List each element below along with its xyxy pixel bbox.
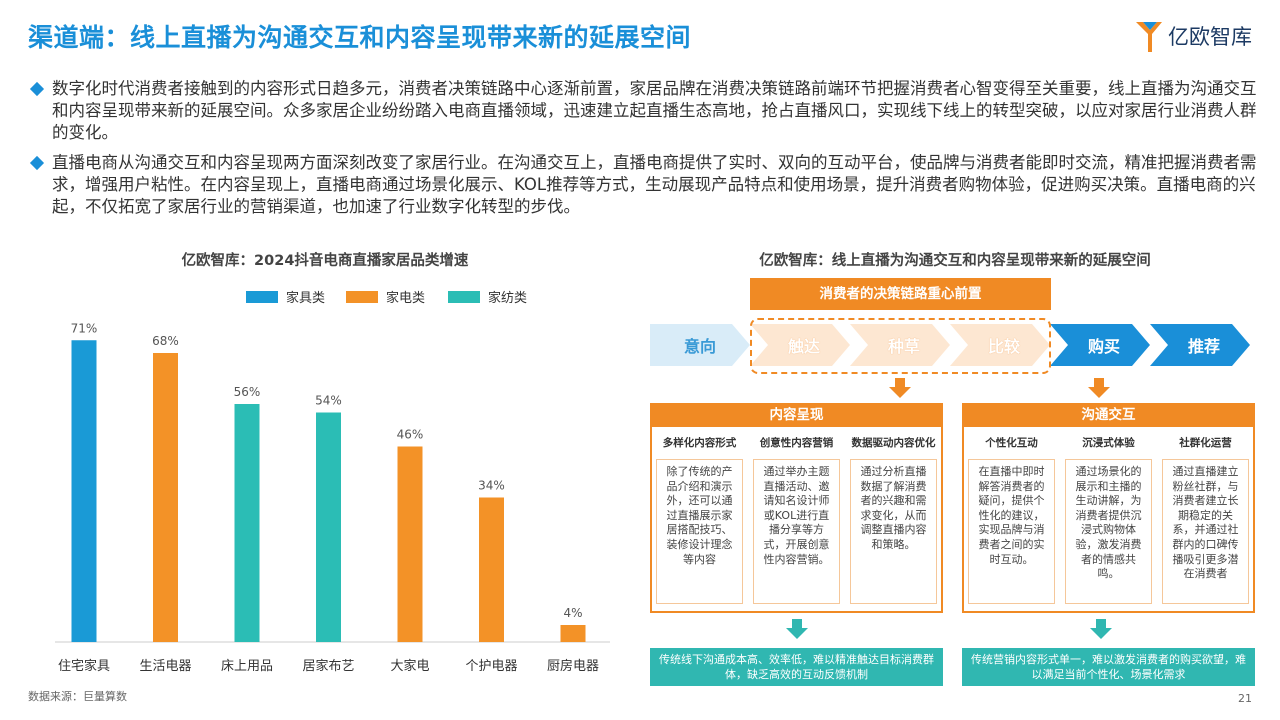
- page-title: 渠道端：线上直播为沟通交互和内容呈现带来新的延展空间: [28, 23, 692, 52]
- panel-title: 沟通交互: [962, 403, 1255, 427]
- step-label: 推荐: [1187, 337, 1220, 356]
- data-source: 数据来源：巨量算数: [28, 690, 127, 703]
- bar: [560, 625, 586, 642]
- panel-column: 社群化运营 通过直播建立粉丝社群，与消费者建立长期稳定的关系，并通过社群内的口碑…: [1158, 427, 1253, 604]
- category-label: 厨房电器: [547, 658, 599, 674]
- step-chevron: 比较: [950, 324, 1050, 366]
- category-label: 个护电器: [465, 659, 517, 674]
- column-text: 除了传统的产品介绍和演示外，还可以通过直播展示家居搭配技巧、装修设计理念等内容: [656, 459, 743, 604]
- column-text: 通过分析直播数据了解消费者的兴趣和需求变化，从而调整直播内容和策略。: [850, 459, 937, 604]
- bar: [71, 340, 97, 642]
- panel-column: 沉浸式体验 通过场景化的展示和主播的生动讲解，为消费者提供沉浸式购物体验，激发消…: [1061, 427, 1156, 604]
- column-heading: 沉浸式体验: [1082, 437, 1135, 449]
- panel-column: 创意性内容营销 通过举办主题直播活动、邀请知名设计师或KOL进行直播分享等方式，…: [749, 427, 844, 604]
- flow-top-label: 消费者的决策链路重心前置: [750, 278, 1051, 310]
- step-chevron: 购买: [1050, 324, 1150, 366]
- column-text: 通过直播建立粉丝社群，与消费者建立长期稳定的关系，并通过社群内的口碑传播吸引更多…: [1162, 459, 1249, 604]
- legend-label: 家电类: [386, 290, 425, 306]
- panel-column: 个性化互动 在直播中即时解答消费者的疑问，提供个性化的建议，实现品牌与消费者之间…: [964, 427, 1059, 604]
- decision-flow-diagram: 消费者的决策链路重心前置 意向 触达 种草 比较 购买 推荐 内容呈现 多样化内…: [650, 278, 1260, 688]
- category-label: 生活电器: [139, 659, 191, 674]
- chart-title: 亿欧智库：2024抖音电商直播家居品类增速: [181, 253, 469, 269]
- down-arrow-icon: [1090, 619, 1112, 639]
- diamond-bullet-icon: [29, 81, 45, 97]
- legend-swatch: [448, 291, 480, 303]
- bullet-text: 直播电商从沟通交互和内容呈现两方面深刻改变了家居行业。在沟通交互上，直播电商提供…: [52, 153, 1257, 216]
- interaction-panel: 个性化互动 在直播中即时解答消费者的疑问，提供个性化的建议，实现品牌与消费者之间…: [962, 403, 1255, 613]
- column-text: 通过举办主题直播活动、邀请知名设计师或KOL进行直播分享等方式，开展创意性内容营…: [753, 459, 840, 604]
- column-heading: 个性化互动: [985, 437, 1038, 449]
- step-label: 购买: [1087, 337, 1120, 356]
- brand-logo: 亿欧智库: [1134, 16, 1252, 56]
- bar: [234, 404, 260, 642]
- logo-mark-icon: [1136, 22, 1162, 52]
- bullet-text: 数字化时代消费者接触到的内容形式日趋多元，消费者决策链路中心逐渐前置，家居品牌在…: [52, 79, 1257, 142]
- category-label: 住宅家具: [58, 658, 110, 674]
- panel-column: 多样化内容形式 除了传统的产品介绍和演示外，还可以通过直播展示家居搭配技巧、装修…: [652, 427, 747, 604]
- bar-value-label: 34%: [478, 479, 505, 493]
- logo-text: 亿欧智库: [1168, 25, 1252, 49]
- bar-value-label: 68%: [152, 334, 179, 348]
- column-text: 在直播中即时解答消费者的疑问，提供个性化的建议，实现品牌与消费者之间的实时互动。: [968, 459, 1055, 604]
- step-label: 比较: [987, 337, 1020, 356]
- bullet-list: 数字化时代消费者接触到的内容形式日趋多元，消费者决策链路中心逐渐前置，家居品牌在…: [29, 78, 1262, 226]
- pain-point-note: 传统线下沟通成本高、效率低，难以精准触达目标消费群体，缺乏高效的互动反馈机制: [650, 648, 943, 686]
- legend-label: 家纺类: [488, 290, 527, 306]
- step-chevron: 意向: [650, 324, 750, 366]
- step-label: 意向: [683, 337, 716, 356]
- legend-swatch: [346, 291, 378, 303]
- highlight-dashed-box: [750, 318, 1051, 374]
- flow-title: 亿欧智库：线上直播为沟通交互和内容呈现带来新的延展空间: [759, 253, 1151, 269]
- column-heading: 创意性内容营销: [759, 437, 834, 449]
- bar: [153, 353, 178, 642]
- bar-value-label: 54%: [315, 394, 342, 408]
- bar: [316, 412, 341, 642]
- column-text: 通过场景化的展示和主播的生动讲解，为消费者提供沉浸式购物体验，激发消费者的情感共…: [1065, 459, 1152, 604]
- diamond-bullet-icon: [29, 155, 45, 171]
- content-panel: 多样化内容形式 除了传统的产品介绍和演示外，还可以通过直播展示家居搭配技巧、装修…: [650, 403, 943, 613]
- category-label: 床上用品: [221, 659, 273, 674]
- bar-value-label: 4%: [563, 606, 582, 620]
- bullet-item: 数字化时代消费者接触到的内容形式日趋多元，消费者决策链路中心逐渐前置，家居品牌在…: [29, 78, 1262, 144]
- bar: [479, 497, 504, 642]
- bar-value-label: 46%: [397, 428, 424, 442]
- category-label: 居家布艺: [302, 658, 354, 674]
- bullet-item: 直播电商从沟通交互和内容呈现两方面深刻改变了家居行业。在沟通交互上，直播电商提供…: [29, 152, 1262, 218]
- down-arrow-icon: [889, 378, 911, 398]
- panel-column: 数据驱动内容优化 通过分析直播数据了解消费者的兴趣和需求变化，从而调整直播内容和…: [846, 427, 941, 604]
- page-number: 21: [1238, 692, 1252, 705]
- column-heading: 数据驱动内容优化: [851, 437, 936, 449]
- step-label: 种草: [887, 337, 920, 356]
- legend-swatch: [246, 291, 278, 303]
- step-chevron: 触达: [750, 324, 850, 366]
- category-label: 大家电: [390, 658, 429, 674]
- down-arrow-icon: [1088, 378, 1110, 398]
- step-label: 触达: [787, 337, 820, 356]
- column-heading: 多样化内容形式: [662, 437, 737, 449]
- bar-value-label: 56%: [234, 385, 261, 399]
- panel-title: 内容呈现: [650, 403, 943, 427]
- pain-point-note: 传统营销内容形式单一，难以激发消费者的购买欲望，难以满足当前个性化、场景化需求: [962, 648, 1255, 686]
- column-heading: 社群化运营: [1179, 437, 1232, 449]
- step-chevron: 推荐: [1150, 324, 1250, 366]
- legend-label: 家具类: [286, 290, 325, 306]
- bar-chart: 家具类 家电类 家纺类 71% 住宅家具 68% 生活电器 56% 床上用品 54% 居家布艺 46%…: [55, 290, 610, 674]
- bar: [397, 446, 423, 642]
- down-arrow-icon: [786, 619, 808, 639]
- bar-value-label: 71%: [71, 321, 98, 335]
